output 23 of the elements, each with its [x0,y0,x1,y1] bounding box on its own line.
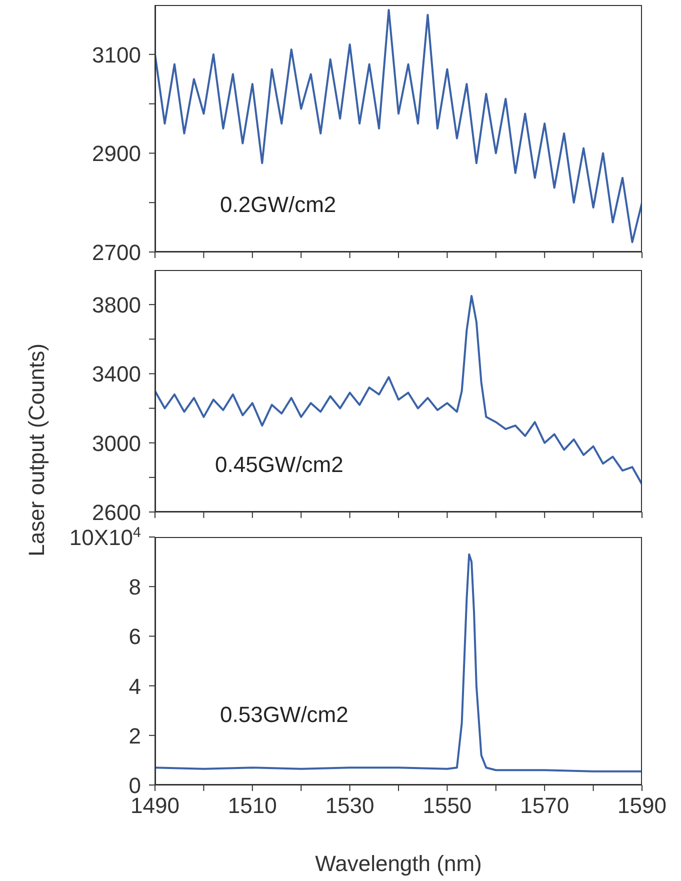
x-tick-label: 1570 [520,793,570,818]
y-tick-label: 3000 [92,430,141,456]
x-axis-title: Wavelength (nm) [315,851,482,876]
y-tick-label: 10X10$^{4}$ [69,525,142,550]
y-tick-label: 2 [128,723,141,748]
y-tick-label: 3100 [92,42,141,68]
y-tick-label: 3800 [92,292,141,318]
y-axis-title: Laser output (Counts) [24,344,50,556]
y-tick-label: 2700 [92,240,141,265]
annotation: 0.45GW/cm2 [215,452,344,478]
annotation: 0.53GW/cm2 [220,702,348,728]
y-tick-label: 2600 [92,500,141,525]
x-tick-label: 1510 [228,793,277,818]
line-series [155,294,642,486]
annotation: 0.2GW/cm2 [220,192,336,218]
y-tick-label: 3400 [92,362,141,387]
y-tick-label: 8 [128,574,141,600]
x-tick-label: 1530 [325,793,374,818]
y-tick-label: 4 [128,674,141,699]
y-tick-label: 2900 [92,141,141,166]
y-tick-label: 6 [128,624,141,650]
x-tick-label: 1590 [618,793,666,818]
x-tick-label: 1550 [422,793,472,818]
